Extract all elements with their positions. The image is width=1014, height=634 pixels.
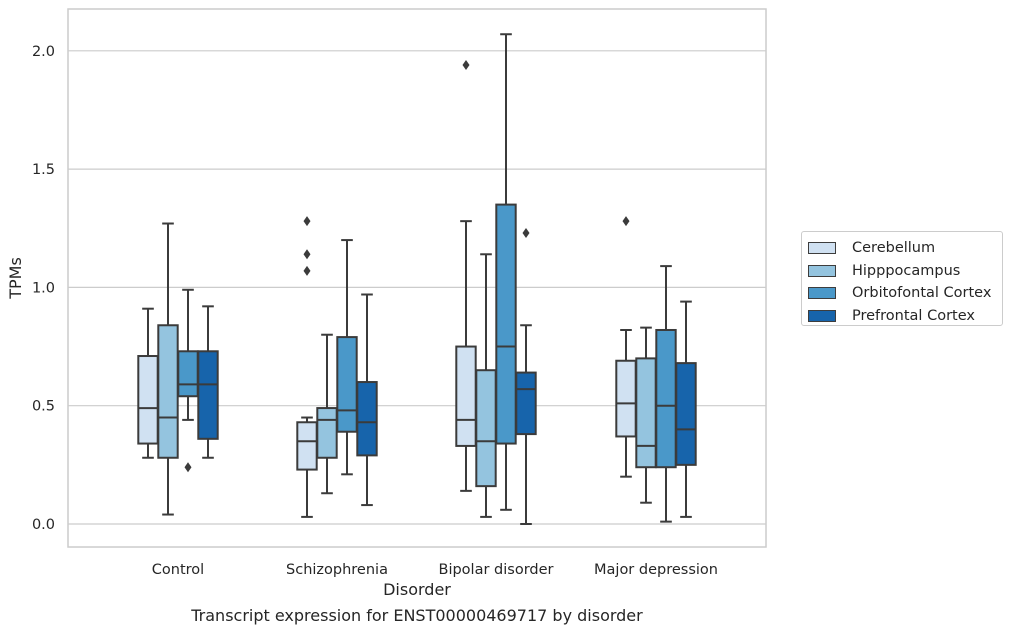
- box: [615, 359, 637, 438]
- box-1-3: [356, 293, 378, 507]
- box: [635, 357, 657, 469]
- chart-caption: Transcript expression for ENST0000046971…: [191, 606, 643, 625]
- legend-swatch: [808, 264, 836, 277]
- outlier-point: [622, 216, 630, 227]
- x-tick-label: Major depression: [594, 562, 718, 578]
- legend-label: Hipppocampus: [852, 262, 961, 279]
- x-tick-label: Schizophrenia: [286, 562, 388, 578]
- box-2-0: [455, 59, 477, 492]
- box-1-1: [316, 333, 338, 495]
- tick-labels: 0.0 0.5 1.0 1.5 2.0 Control Schizophrenia Bipol…: [32, 44, 718, 578]
- box: [655, 328, 677, 469]
- box-0-1: [157, 222, 179, 516]
- box: [177, 350, 199, 398]
- outlier-point: [522, 227, 530, 238]
- box-3-3: [675, 300, 697, 518]
- box-3-2: [655, 265, 677, 523]
- box: [316, 407, 338, 459]
- box-0-0: [137, 307, 159, 459]
- box-2-3: [515, 227, 537, 525]
- legend-swatch: [808, 242, 836, 255]
- box: [137, 355, 159, 445]
- box: [157, 324, 179, 459]
- box: [296, 421, 318, 471]
- box: [475, 369, 497, 488]
- box-1-0: [296, 216, 318, 518]
- y-tick-label: 0.0: [32, 517, 55, 533]
- x-axis-label: Disorder: [383, 580, 451, 599]
- y-tick-label: 1.5: [32, 162, 55, 178]
- legend-item-prefrontal-cortex: Prefrontal Cortex: [808, 305, 1002, 328]
- box-2-2: [495, 33, 517, 511]
- x-tick-label: Control: [152, 562, 204, 578]
- legend-item-orbitofrontal-cortex: Orbitofontal Cortex: [808, 282, 1002, 305]
- box-0-2: [177, 288, 199, 473]
- outlier-point: [184, 462, 192, 473]
- box-3-0: [615, 216, 637, 478]
- box: [455, 345, 477, 447]
- box: [197, 350, 219, 440]
- box: [675, 362, 697, 466]
- y-tick-label: 1.0: [32, 280, 55, 296]
- box-2-1: [475, 253, 497, 518]
- box: [336, 336, 358, 433]
- box: [356, 381, 378, 457]
- box: [515, 371, 537, 436]
- box-0-3: [197, 305, 219, 459]
- legend-item-cerebellum: Cerebellum: [808, 237, 1002, 260]
- outlier-point: [303, 265, 311, 276]
- legend-label: Cerebellum: [852, 240, 936, 257]
- outlier-point: [303, 216, 311, 227]
- box-1-2: [336, 239, 358, 476]
- y-axis-label: TPMs: [6, 257, 25, 300]
- x-tick-label: Bipolar disorder: [439, 562, 554, 578]
- plot-frame: [67, 8, 767, 548]
- legend-swatch: [808, 309, 836, 322]
- outlier-point: [303, 249, 311, 260]
- legend: Cerebellum Hipppocampus Orbitofontal Cor…: [801, 231, 1003, 326]
- outlier-point: [462, 59, 470, 70]
- box: [495, 203, 517, 445]
- y-tick-label: 2.0: [32, 44, 55, 60]
- y-tick-label: 0.5: [32, 399, 55, 415]
- boxes: [137, 33, 697, 525]
- legend-item-hippocampus: Hipppocampus: [808, 260, 1002, 283]
- legend-swatch: [808, 287, 836, 300]
- legend-label: Orbitofontal Cortex: [852, 285, 992, 302]
- box-3-1: [635, 326, 657, 504]
- legend-label: Prefrontal Cortex: [852, 307, 975, 324]
